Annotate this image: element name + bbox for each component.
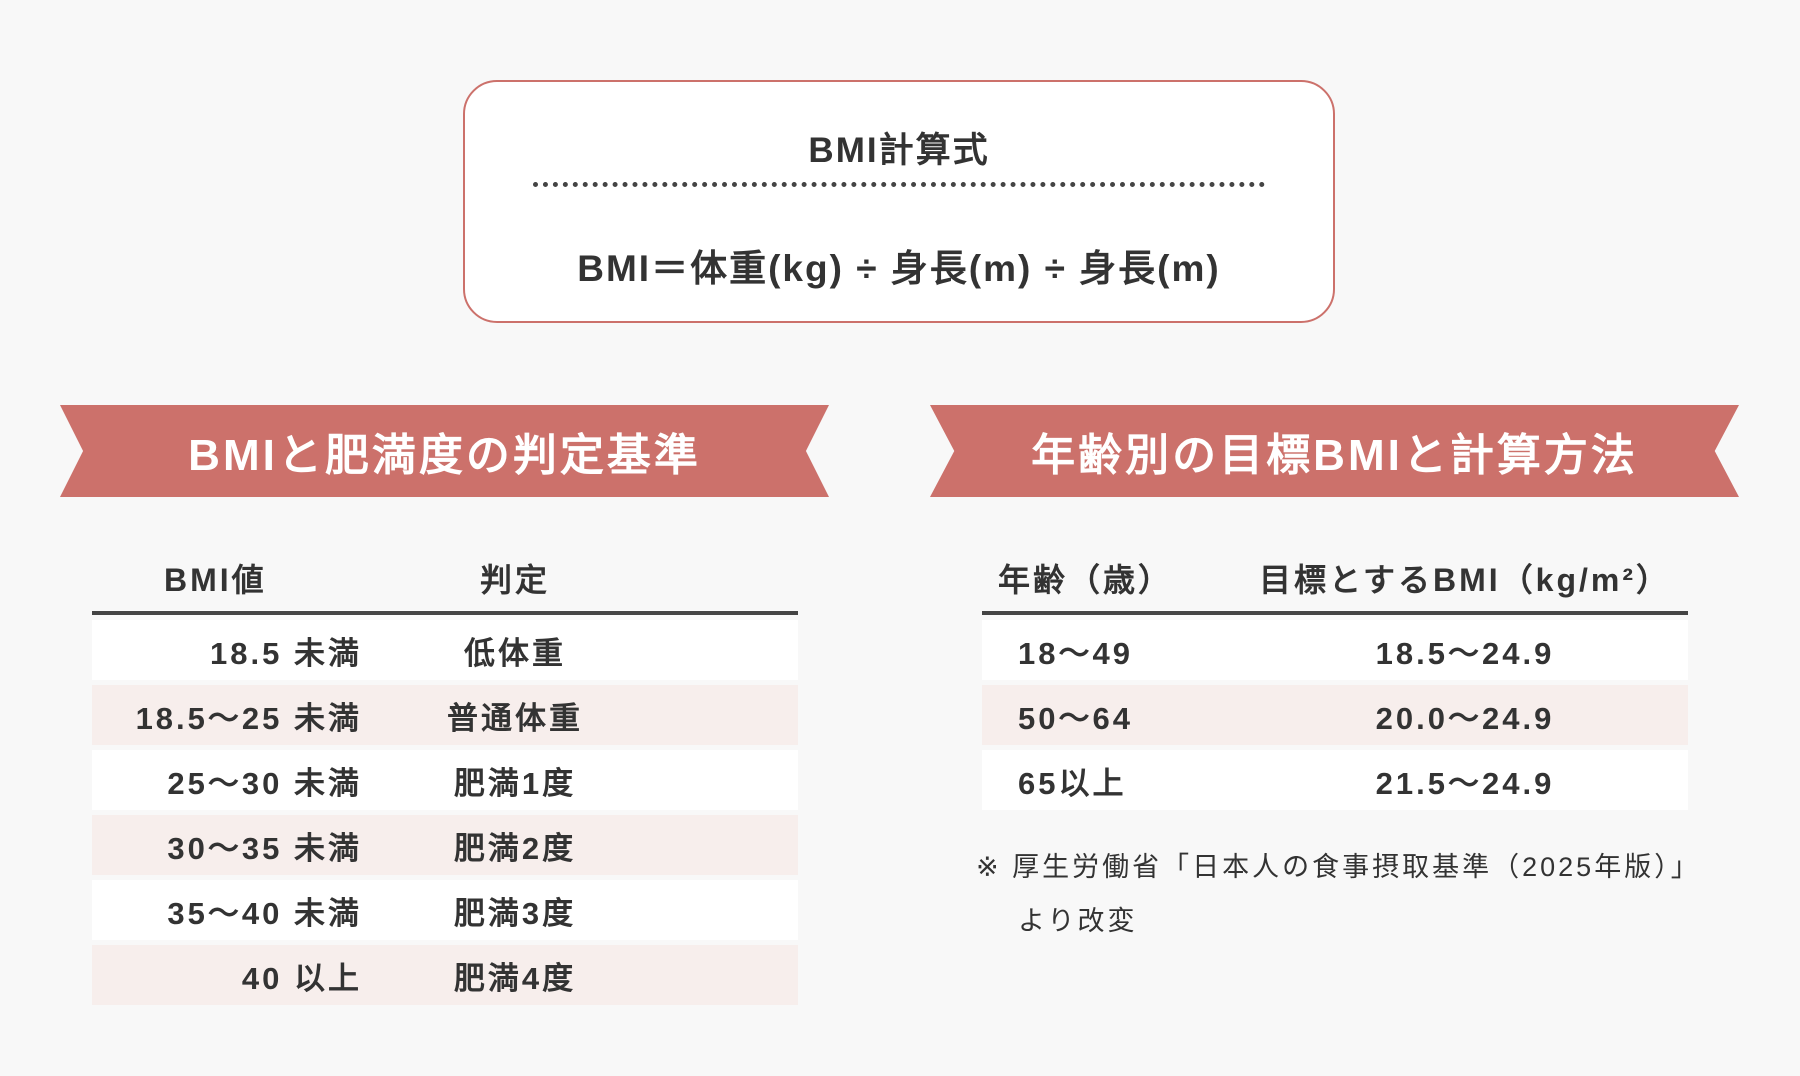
section-ribbon-bmi-criteria: BMIと肥満度の判定基準 (60, 405, 829, 497)
column-header: BMI値 (92, 545, 362, 615)
table-cell: 18.5 未満 (92, 620, 362, 680)
note-line: より改変 (1018, 906, 1138, 936)
table-cell: 肥満2度 (362, 815, 798, 875)
table-cell: 35〜40 未満 (92, 880, 362, 940)
table-cell: 25〜30 未満 (92, 750, 362, 810)
table-cell: 18.5〜25 未満 (92, 685, 362, 745)
bmi-criteria-table: BMI値 判定 18.5 未満 低体重 18.5〜25 未満 普通体重 25〜30 未満… (92, 540, 798, 1010)
formula-expression: BMI＝体重(kg) ÷ 身長(m) ÷ 身長(m) (577, 248, 1221, 289)
table-cell: 21.5〜24.9 (1242, 750, 1688, 810)
source-note: ※ 厚生労働省「日本人の食事摂取基準（2025年版）」 より改変 (976, 840, 1701, 948)
table-cell: 65以上 (982, 750, 1242, 810)
table-cell: 普通体重 (362, 685, 798, 745)
column-header: 判定 (362, 545, 798, 615)
table-cell: 18〜49 (982, 620, 1242, 680)
table-cell: 18.5〜24.9 (1242, 620, 1688, 680)
table-row: 18.5 未満 低体重 (92, 620, 798, 680)
column-header: 年齢（歳） (982, 545, 1242, 615)
formula-box: BMI計算式 BMI＝体重(kg) ÷ 身長(m) ÷ 身長(m) (463, 80, 1335, 323)
table-cell: 50〜64 (982, 685, 1242, 745)
target-bmi-table: 年齢（歳） 目標とするBMI（kg/m²） 18〜49 18.5〜24.9 50〜6… (982, 540, 1688, 815)
column-header: 目標とするBMI（kg/m²） (1242, 545, 1688, 615)
table-row: 50〜64 20.0〜24.9 (982, 685, 1688, 745)
table-cell: 肥満4度 (362, 945, 798, 1005)
table-cell: 40 以上 (92, 945, 362, 1005)
table-cell: 低体重 (362, 620, 798, 680)
section-ribbon-target-bmi: 年齢別の目標BMIと計算方法 (930, 405, 1739, 497)
formula-title: BMI計算式 (808, 131, 990, 170)
table-row: 25〜30 未満 肥満1度 (92, 750, 798, 810)
table-row: 35〜40 未満 肥満3度 (92, 880, 798, 940)
table-row: 30〜35 未満 肥満2度 (92, 815, 798, 875)
dotted-divider (533, 182, 1265, 187)
table-cell: 肥満1度 (362, 750, 798, 810)
table-row: 18.5〜25 未満 普通体重 (92, 685, 798, 745)
table-row: 40 以上 肥満4度 (92, 945, 798, 1005)
table-cell: 30〜35 未満 (92, 815, 362, 875)
note-line: ※ 厚生労働省「日本人の食事摂取基準（2025年版）」 (976, 852, 1701, 882)
table-row: 18〜49 18.5〜24.9 (982, 620, 1688, 680)
table-cell: 20.0〜24.9 (1242, 685, 1688, 745)
table-cell: 肥満3度 (362, 880, 798, 940)
table-row: 65以上 21.5〜24.9 (982, 750, 1688, 810)
